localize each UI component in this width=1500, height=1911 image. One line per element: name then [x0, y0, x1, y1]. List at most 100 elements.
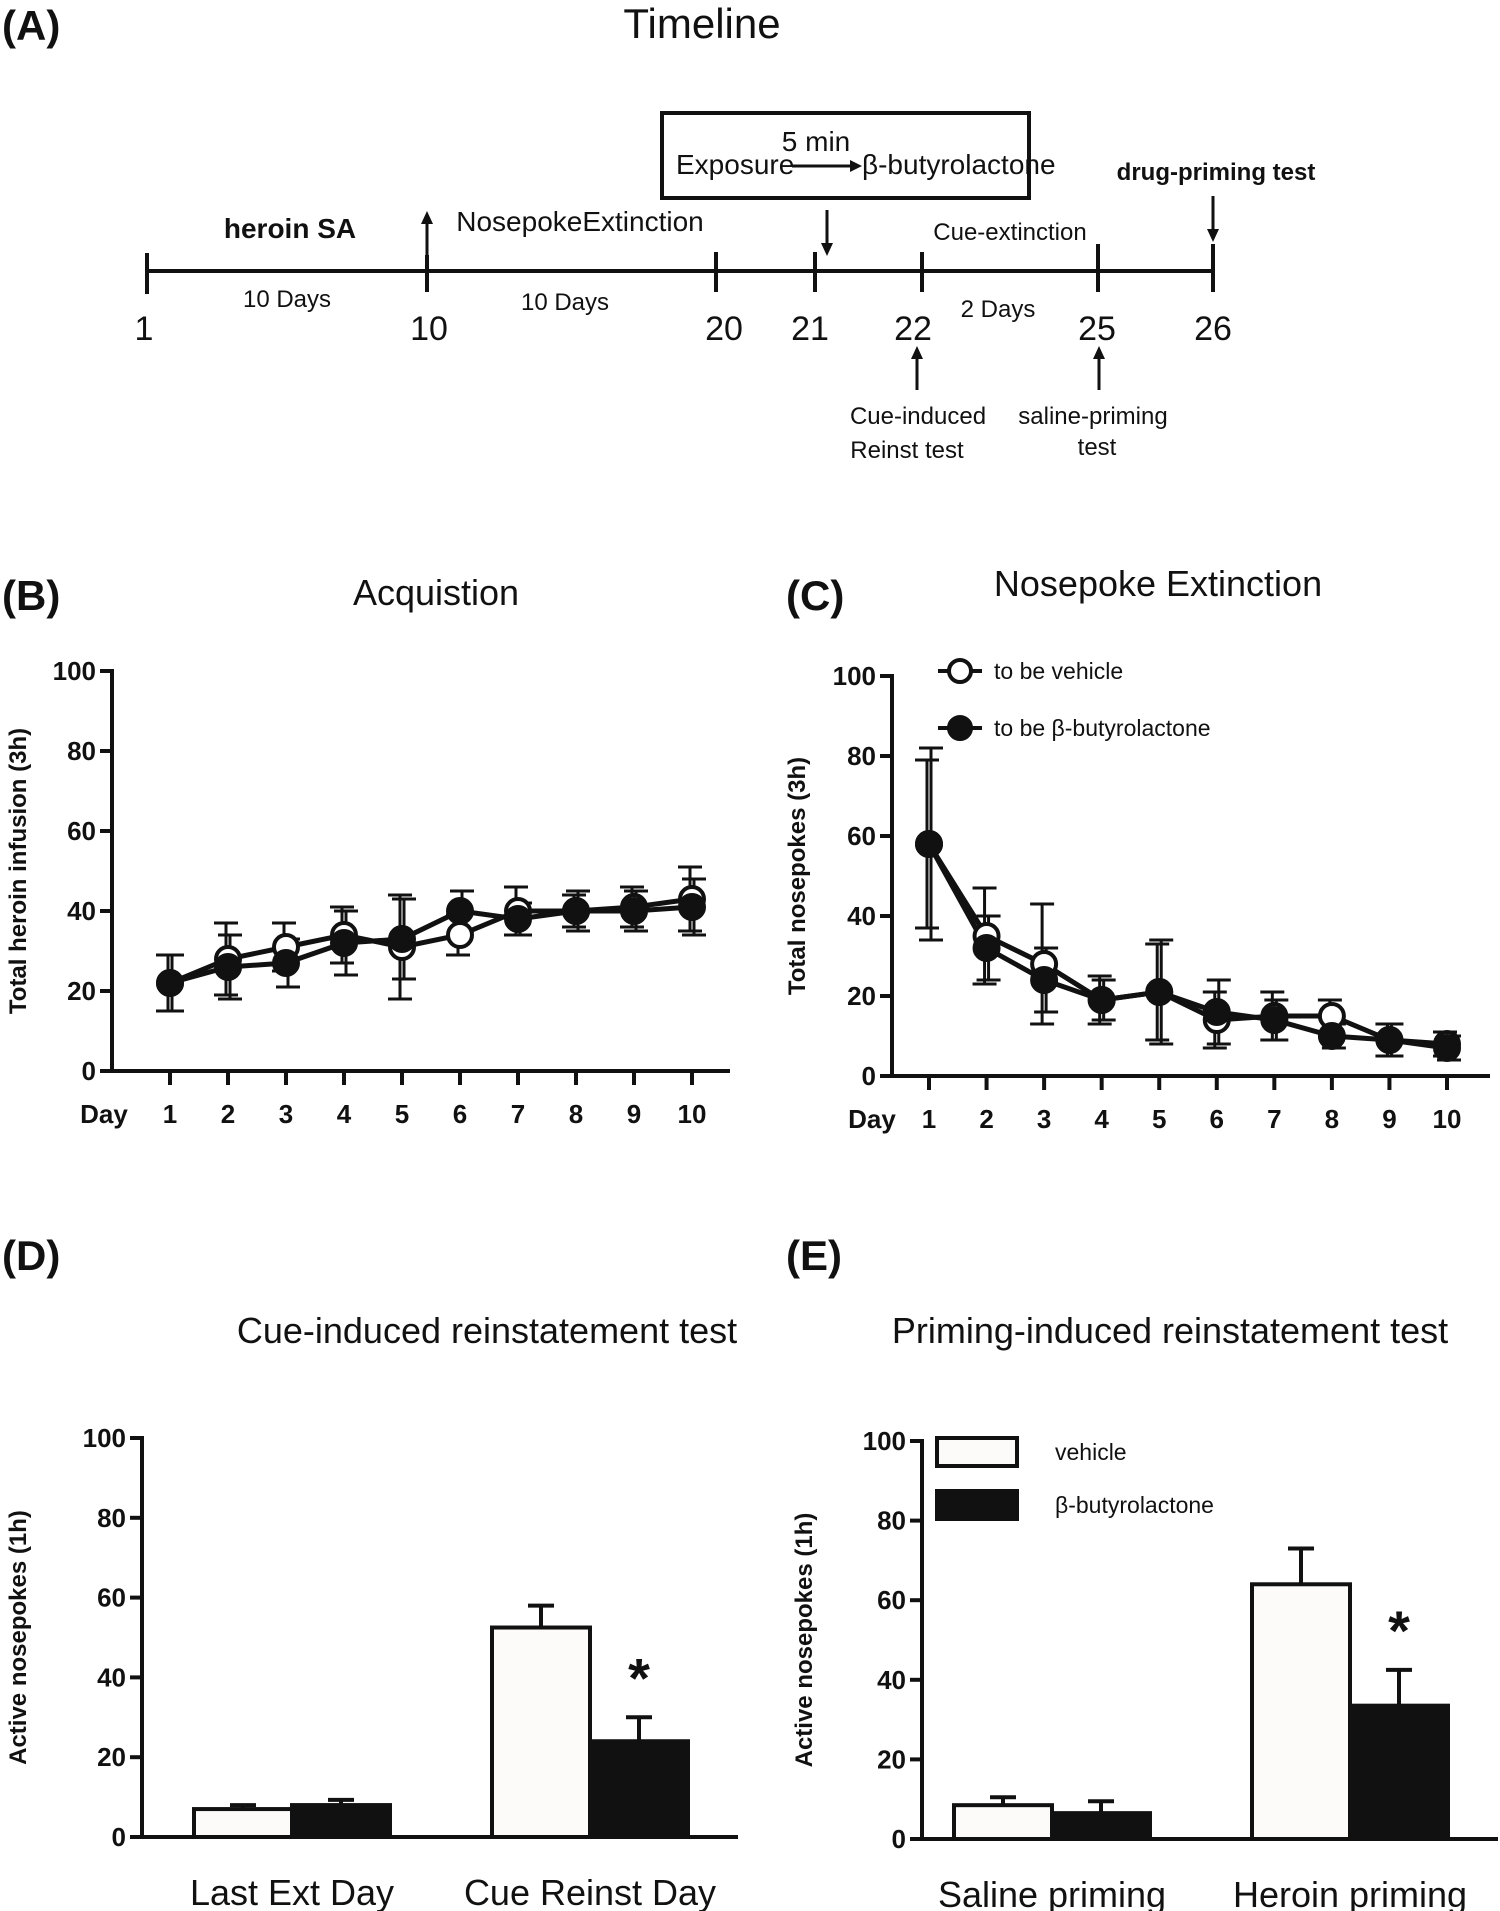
- chart-c-y-tick-label: 20: [847, 981, 876, 1011]
- chart-c-point-butyrolactone: [1260, 1006, 1289, 1034]
- chart-b-x-tick-label: 7: [511, 1099, 525, 1129]
- timeline-panel: (A) Timeline Exposure 5 min β-butyrolact…: [2, 0, 1315, 464]
- cue-extinction-label: Cue-extinction: [933, 219, 1086, 246]
- chart-c-series-line-vehicle: [926, 842, 1448, 1047]
- days-10b-label: 10 Days: [521, 289, 609, 316]
- chart-e-legend-swatch-vehicle: [935, 1436, 1019, 1468]
- chart-c-point-butyrolactone: [1317, 1022, 1346, 1050]
- chart-b-x-tick-label: 8: [569, 1099, 583, 1129]
- phase-heroin-label: heroin SA: [224, 213, 356, 244]
- chart-c-y-tick-label: 0: [862, 1061, 876, 1091]
- panel-label-d: (D): [2, 1232, 60, 1279]
- chart-c-x-tick-label: 10: [1433, 1104, 1462, 1134]
- day-number-22: 22: [894, 310, 932, 348]
- arrow-day26-head: [1207, 229, 1219, 242]
- chart-e-y-tick-label: 60: [877, 1585, 906, 1615]
- exposure-box: [660, 111, 1031, 200]
- cue-test-label-line2: Reinst test: [850, 437, 964, 464]
- chart-b-point-butyrolactone: [562, 897, 590, 925]
- day-number-20: 20: [705, 310, 743, 348]
- chart-d-title: Cue-induced reinstatement test: [237, 1310, 737, 1351]
- chart-d-y-axis-label: Active nosepokes (1h): [5, 1510, 32, 1765]
- chart-b-point-butyrolactone: [272, 949, 300, 977]
- chart-b-x-tick-label: 3: [279, 1099, 293, 1129]
- days-2-label: 2 Days: [961, 296, 1036, 323]
- chart-e-y-axis-label: Active nosepokes (1h): [791, 1513, 818, 1768]
- chart-d: 0 20 40 60 80 100 Active nosepokes (1h) Last Ex…: [5, 1423, 738, 1911]
- arrow-day10-head: [421, 211, 433, 224]
- day-number-26: 26: [1194, 310, 1232, 348]
- chart-b-x-tick-label: 10: [678, 1099, 707, 1129]
- days-10a-label: 10 Days: [243, 286, 331, 313]
- chart-e-bar-vehicle: [952, 1803, 1054, 1842]
- chart-c-point-butyrolactone: [1202, 998, 1231, 1026]
- panel-label-e: (E): [786, 1232, 842, 1279]
- day-number-25: 25: [1078, 310, 1116, 348]
- chart-c-x-tick-label: 1: [922, 1104, 936, 1134]
- chart-c-y-tick-label: 100: [833, 661, 876, 691]
- chart-b-point-butyrolactone: [620, 897, 648, 925]
- chart-b-y-tick-label: 0: [82, 1056, 96, 1086]
- chart-c-x-tick-label: 2: [979, 1104, 993, 1134]
- chart-e-y-tick-label: 20: [877, 1744, 906, 1774]
- chart-b-x-tick-label: 2: [221, 1099, 235, 1129]
- chart-b-point-butyrolactone: [330, 929, 358, 957]
- chart-d-y-tick-label: 40: [97, 1662, 126, 1692]
- day-number-1: 1: [135, 310, 154, 348]
- chart-e-legend-label: β-butyrolactone: [1055, 1492, 1214, 1518]
- chart-c-legend-label: to be vehicle: [994, 658, 1123, 684]
- arrow-day22-head: [911, 346, 923, 359]
- chart-b: 0 20 40 60 80 100 Total heroin infusion (3h) 1 2…: [5, 656, 730, 1129]
- chart-b-y-tick-label: 80: [67, 736, 96, 766]
- chart-d-category-label: Cue Reinst Day: [464, 1872, 716, 1911]
- chart-c-point-butyrolactone: [1375, 1026, 1404, 1054]
- chart-c-point-butyrolactone: [915, 830, 943, 858]
- chart-c-x-tick-label: 3: [1037, 1104, 1051, 1134]
- chart-b-point-butyrolactone: [388, 925, 416, 953]
- chart-c: 0 20 40 60 80 100 Total nosepokes (3h) 1 2 3 4 5 6 7 8…: [784, 658, 1490, 1134]
- chart-d-bar-butyrolactone: [588, 1739, 690, 1839]
- chart-b-y-axis-label: Total heroin infusion (3h): [5, 728, 32, 1014]
- chart-c-legend-marker-butyrolactone: [947, 715, 973, 741]
- chart-b-y-tick-label: 40: [67, 896, 96, 926]
- chart-d-y-tick-label: 0: [112, 1822, 126, 1852]
- chart-e-legend-label: vehicle: [1055, 1439, 1127, 1465]
- day-number-21: 21: [791, 310, 829, 348]
- chart-b-point-butyrolactone: [214, 953, 242, 981]
- panel-label-a: (A): [2, 2, 60, 49]
- exposure-compound-label: β-butyrolactone: [862, 149, 1056, 180]
- phase-extinction-label: NosepokeExtinction: [456, 206, 703, 237]
- chart-c-y-tick-label: 40: [847, 901, 876, 931]
- chart-e-category-label: Heroin priming: [1233, 1874, 1467, 1911]
- chart-e-y-tick-label: 0: [892, 1824, 906, 1854]
- chart-c-series-line-butyrolactone: [926, 842, 1448, 1051]
- chart-c-point-butyrolactone: [1030, 966, 1059, 994]
- exposure-label: Exposure: [676, 149, 794, 180]
- chart-e-bar-vehicle: [1250, 1582, 1352, 1842]
- day-number-10: 10: [410, 310, 448, 348]
- chart-e-y-tick-label: 40: [877, 1665, 906, 1695]
- chart-b-point-vehicle: [446, 921, 474, 949]
- chart-c-x-tick-label: 5: [1152, 1104, 1166, 1134]
- chart-c-legend-marker-vehicle: [947, 658, 973, 684]
- chart-c-x-axis-label: Day: [848, 1104, 896, 1134]
- chart-b-series-line-butyrolactone: [169, 904, 693, 986]
- chart-d-y-tick-label: 80: [97, 1503, 126, 1533]
- chart-c-point-butyrolactone: [1087, 986, 1116, 1014]
- chart-c-point-butyrolactone: [1145, 978, 1174, 1006]
- chart-c-x-tick-label: 9: [1382, 1104, 1396, 1134]
- chart-b-y-tick-label: 20: [67, 976, 96, 1006]
- chart-e-legend-swatch-butyrolactone: [935, 1489, 1019, 1521]
- chart-c-y-tick-label: 80: [847, 741, 876, 771]
- chart-d-category-label: Last Ext Day: [190, 1872, 394, 1911]
- chart-b-point-butyrolactone: [156, 969, 184, 997]
- chart-d-bar-vehicle: [490, 1625, 592, 1840]
- chart-b-point-butyrolactone: [504, 905, 532, 933]
- chart-c-x-tick-label: 7: [1267, 1104, 1281, 1134]
- chart-c-x-tick-label: 8: [1325, 1104, 1339, 1134]
- chart-c-x-tick-label: 4: [1094, 1104, 1109, 1134]
- chart-d-bar-butyrolactone: [290, 1803, 392, 1839]
- chart-b-x-tick-label: 9: [627, 1099, 641, 1129]
- chart-c-title: Nosepoke Extinction: [994, 563, 1322, 604]
